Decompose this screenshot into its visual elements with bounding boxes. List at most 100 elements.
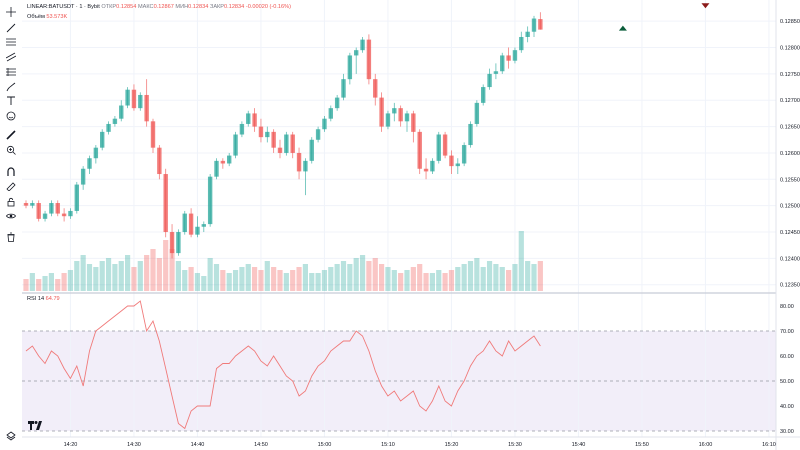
candle-body bbox=[519, 36, 524, 51]
candle-body bbox=[252, 113, 257, 127]
price-tick-label: 0.12800 bbox=[780, 46, 800, 52]
volume-bar bbox=[99, 261, 105, 291]
candle-body bbox=[119, 105, 124, 119]
volume-bar bbox=[112, 264, 118, 291]
candle-body bbox=[169, 232, 175, 254]
volume-bar bbox=[194, 273, 201, 291]
zoom-in-icon[interactable] bbox=[3, 142, 19, 158]
candle-body bbox=[284, 134, 289, 153]
candle-body bbox=[360, 39, 365, 51]
price-tick-label: 0.12850 bbox=[780, 19, 800, 25]
layers-icon[interactable] bbox=[3, 428, 19, 444]
candle-body bbox=[277, 147, 283, 153]
volume-bar bbox=[188, 267, 194, 291]
high-label: МАКС bbox=[137, 4, 154, 10]
volume-bar bbox=[86, 264, 93, 291]
volume-bar bbox=[55, 279, 61, 291]
candle-body bbox=[188, 213, 194, 235]
candle-body bbox=[493, 71, 499, 74]
candle-body bbox=[80, 168, 86, 185]
price-tick-label: 0.12400 bbox=[780, 256, 800, 262]
candle-body bbox=[23, 203, 29, 206]
volume-bar bbox=[213, 264, 220, 291]
candle-body bbox=[30, 203, 35, 206]
low-value: 0.12834 bbox=[188, 4, 209, 10]
rsi-label[interactable]: RSI 14 bbox=[27, 296, 45, 302]
rsi-tick-label: 30.00 bbox=[780, 429, 794, 435]
rsi-tick-label: 60.00 bbox=[780, 354, 794, 360]
horizontal-lines-icon[interactable] bbox=[3, 34, 19, 50]
volume-bar bbox=[245, 264, 251, 291]
volume-bar bbox=[48, 273, 54, 291]
volume-bar bbox=[207, 258, 213, 291]
symbol-title[interactable]: LINEAR:BATUSDT · 1 · Bybit bbox=[27, 4, 100, 10]
ruler-icon[interactable] bbox=[3, 127, 19, 143]
volume-bar bbox=[474, 258, 480, 291]
rsi-axis[interactable]: 30.00 40.00 50.00 60.00 70.00 80.00 bbox=[780, 304, 794, 435]
text-icon[interactable] bbox=[3, 93, 19, 109]
candle-body bbox=[61, 213, 67, 217]
volume-bar bbox=[283, 273, 289, 291]
candle-body bbox=[176, 232, 181, 254]
candle-body bbox=[246, 113, 251, 124]
volume-bar bbox=[277, 270, 283, 291]
symbol-legend: LINEAR:BATUSDT · 1 · Bybit ОТКР0.12854 М… bbox=[27, 4, 291, 10]
tradingview-logo-icon[interactable] bbox=[28, 421, 42, 430]
price-tick-label: 0.12350 bbox=[780, 283, 800, 289]
fib-retracement-icon[interactable] bbox=[3, 64, 19, 80]
volume-bar bbox=[118, 261, 124, 291]
time-tick-label: 16:00 bbox=[699, 442, 713, 448]
emoji-icon[interactable] bbox=[3, 108, 19, 124]
volume-bar bbox=[302, 264, 308, 291]
volume-bar bbox=[334, 264, 340, 291]
price-axis[interactable]: 0.12350 0.12400 0.12450 0.12500 0.12550 0.126… bbox=[780, 19, 800, 289]
brush-icon[interactable] bbox=[3, 79, 19, 95]
price-tick-label: 0.12750 bbox=[780, 72, 800, 78]
trend-line-icon[interactable] bbox=[3, 20, 19, 36]
lock-drawings-icon[interactable] bbox=[3, 178, 19, 194]
rsi-tick-label: 80.00 bbox=[780, 304, 794, 310]
candle-body bbox=[296, 152, 302, 172]
trash-icon[interactable] bbox=[3, 229, 19, 245]
rsi-tick-label: 50.00 bbox=[780, 379, 794, 385]
volume-bar bbox=[67, 270, 74, 291]
volume-bar bbox=[328, 267, 334, 291]
crosshair-icon[interactable] bbox=[3, 4, 19, 20]
candle-body bbox=[220, 160, 226, 164]
candle-body bbox=[525, 31, 530, 37]
rsi-tick-label: 70.00 bbox=[780, 329, 794, 335]
parallel-channel-icon[interactable] bbox=[3, 49, 19, 65]
lock-icon[interactable] bbox=[3, 194, 19, 210]
volume-bar bbox=[467, 261, 474, 291]
rsi-tick-label: 40.00 bbox=[780, 404, 794, 410]
volume-bar bbox=[23, 279, 29, 291]
volume-bar bbox=[410, 267, 416, 291]
candle-body bbox=[531, 18, 537, 32]
buy-marker-icon bbox=[618, 25, 627, 31]
change-value: -0.00020 (-0.16%) bbox=[245, 4, 291, 10]
candle-body bbox=[449, 155, 454, 167]
volume-bar bbox=[252, 267, 258, 291]
low-label: МИН bbox=[175, 4, 189, 10]
volume-bar bbox=[156, 258, 162, 291]
candle-body bbox=[290, 134, 295, 153]
rsi-band bbox=[22, 331, 776, 431]
volume-bar bbox=[150, 249, 156, 291]
chart-background bbox=[22, 0, 800, 450]
volume-bar bbox=[232, 270, 239, 291]
candle-body bbox=[341, 79, 346, 98]
candle-body bbox=[49, 203, 54, 214]
volume-legend: Объём 53.573K bbox=[27, 14, 67, 20]
volume-label[interactable]: Объём bbox=[27, 14, 45, 20]
volume-bar bbox=[220, 270, 226, 291]
candle-body bbox=[373, 79, 378, 98]
candle-body bbox=[538, 19, 543, 30]
volume-bar bbox=[175, 261, 181, 291]
time-axis[interactable]: 14:20 14:30 14:40 14:50 15:00 15:10 15:20 15:30… bbox=[64, 442, 800, 448]
candle-body bbox=[144, 94, 149, 122]
eye-icon[interactable] bbox=[3, 208, 19, 224]
candle-body bbox=[379, 97, 384, 127]
magnet-icon[interactable] bbox=[3, 164, 19, 180]
volume-bar bbox=[525, 261, 531, 291]
